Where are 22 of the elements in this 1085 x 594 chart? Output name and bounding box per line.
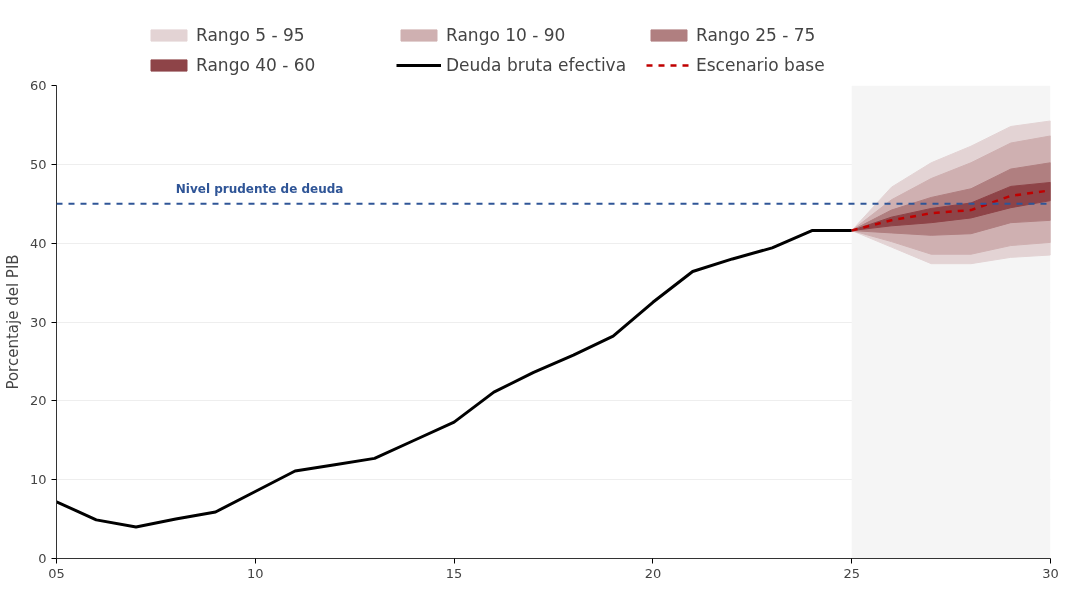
- legend-label: Escenario base: [696, 55, 826, 75]
- x-tick-label: 20: [644, 565, 662, 581]
- x-tick-label: 05: [48, 565, 65, 581]
- ref-line-label: Nivel prudente de deuda: [175, 181, 344, 196]
- y-tick-label: 60: [29, 78, 47, 93]
- x-tick-label: 30: [1042, 565, 1059, 581]
- y-axis-title: Porcentaje del PIB: [3, 254, 22, 390]
- y-tick-label: 0: [38, 551, 47, 566]
- line-series: [56, 229, 854, 529]
- y-tick-label: 50: [29, 156, 47, 172]
- x-tick-label: 25: [843, 565, 860, 581]
- y-tick-label: 20: [29, 393, 47, 409]
- legend-label: Deuda bruta efectiva: [446, 55, 628, 75]
- legend-label: Rango 10 - 90: [446, 25, 567, 45]
- y-tick-label: 40: [29, 235, 47, 251]
- x-tick-label: 15: [445, 565, 463, 581]
- y-tick-label: 10: [29, 472, 47, 488]
- legend-label: Rango 25 - 75: [696, 25, 817, 45]
- x-tick-label: 10: [247, 565, 264, 581]
- y-tick-label: 30: [29, 314, 47, 330]
- legend-label: Rango 40 - 60: [196, 55, 317, 75]
- legend-label: Rango 5 - 95: [196, 25, 306, 45]
